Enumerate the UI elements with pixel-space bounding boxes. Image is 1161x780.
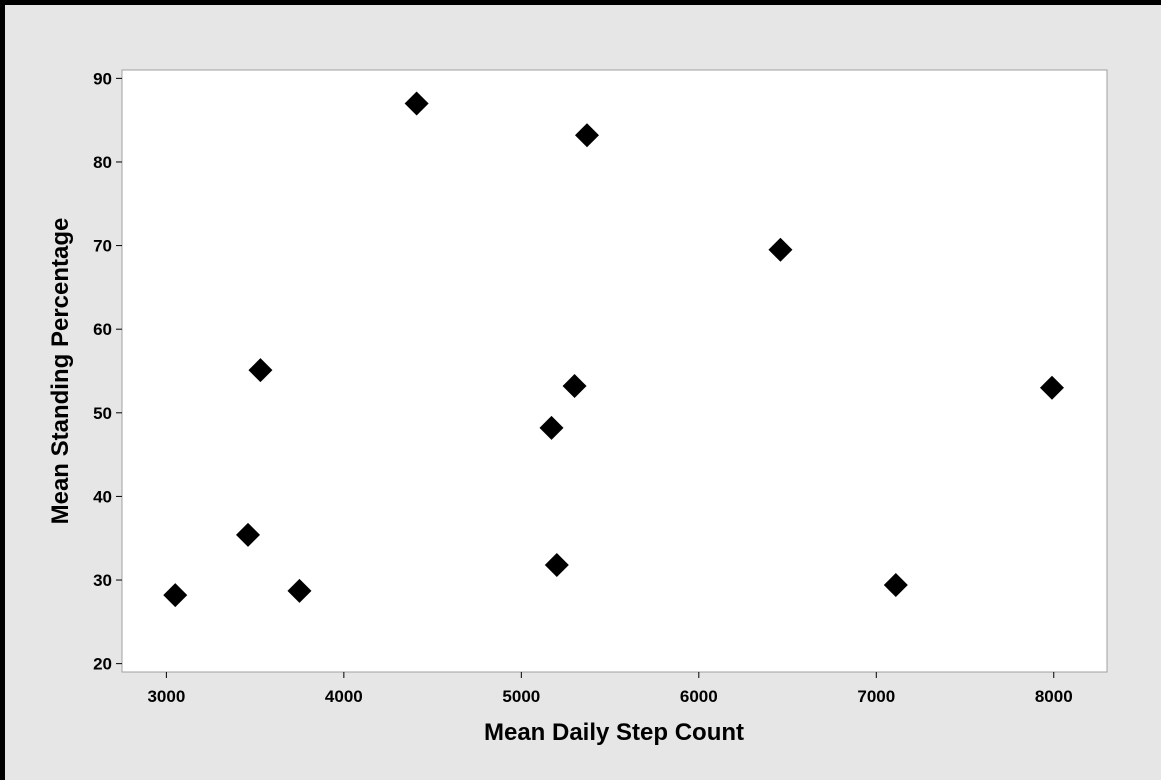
x-axis-title: Mean Daily Step Count <box>484 719 744 746</box>
data-point <box>539 415 564 440</box>
y-axis: 20 30 40 50 60 70 80 90 <box>93 69 122 674</box>
data-point <box>404 91 429 116</box>
data-point <box>287 578 312 603</box>
data-point <box>883 573 908 598</box>
data-point <box>1039 375 1064 400</box>
x-tick-label: 7000 <box>857 687 895 706</box>
y-axis-title: Mean Standing Percentage <box>47 218 74 525</box>
y-tick-label: 90 <box>93 69 112 88</box>
x-tick-label: 6000 <box>680 687 718 706</box>
y-tick-label: 30 <box>93 571 112 590</box>
x-tick-label: 5000 <box>502 687 540 706</box>
y-tick-label: 70 <box>93 237 112 256</box>
y-tick-label: 60 <box>93 320 112 339</box>
data-point <box>163 583 188 608</box>
data-point <box>768 237 793 262</box>
data-point <box>248 358 273 383</box>
x-tick-label: 4000 <box>325 687 363 706</box>
data-point <box>574 123 599 148</box>
x-axis: 3000 4000 5000 6000 7000 8000 <box>147 672 1073 706</box>
x-tick-label: 8000 <box>1035 687 1073 706</box>
plot-area <box>121 69 1108 673</box>
y-tick-label: 20 <box>93 655 112 674</box>
data-point <box>562 374 587 399</box>
x-tick-label: 3000 <box>147 687 185 706</box>
y-tick-label: 40 <box>93 487 112 506</box>
y-tick-label: 50 <box>93 404 112 423</box>
data-point <box>544 552 569 577</box>
data-point <box>236 522 261 547</box>
data-points <box>163 91 1064 608</box>
y-tick-label: 80 <box>93 153 112 172</box>
